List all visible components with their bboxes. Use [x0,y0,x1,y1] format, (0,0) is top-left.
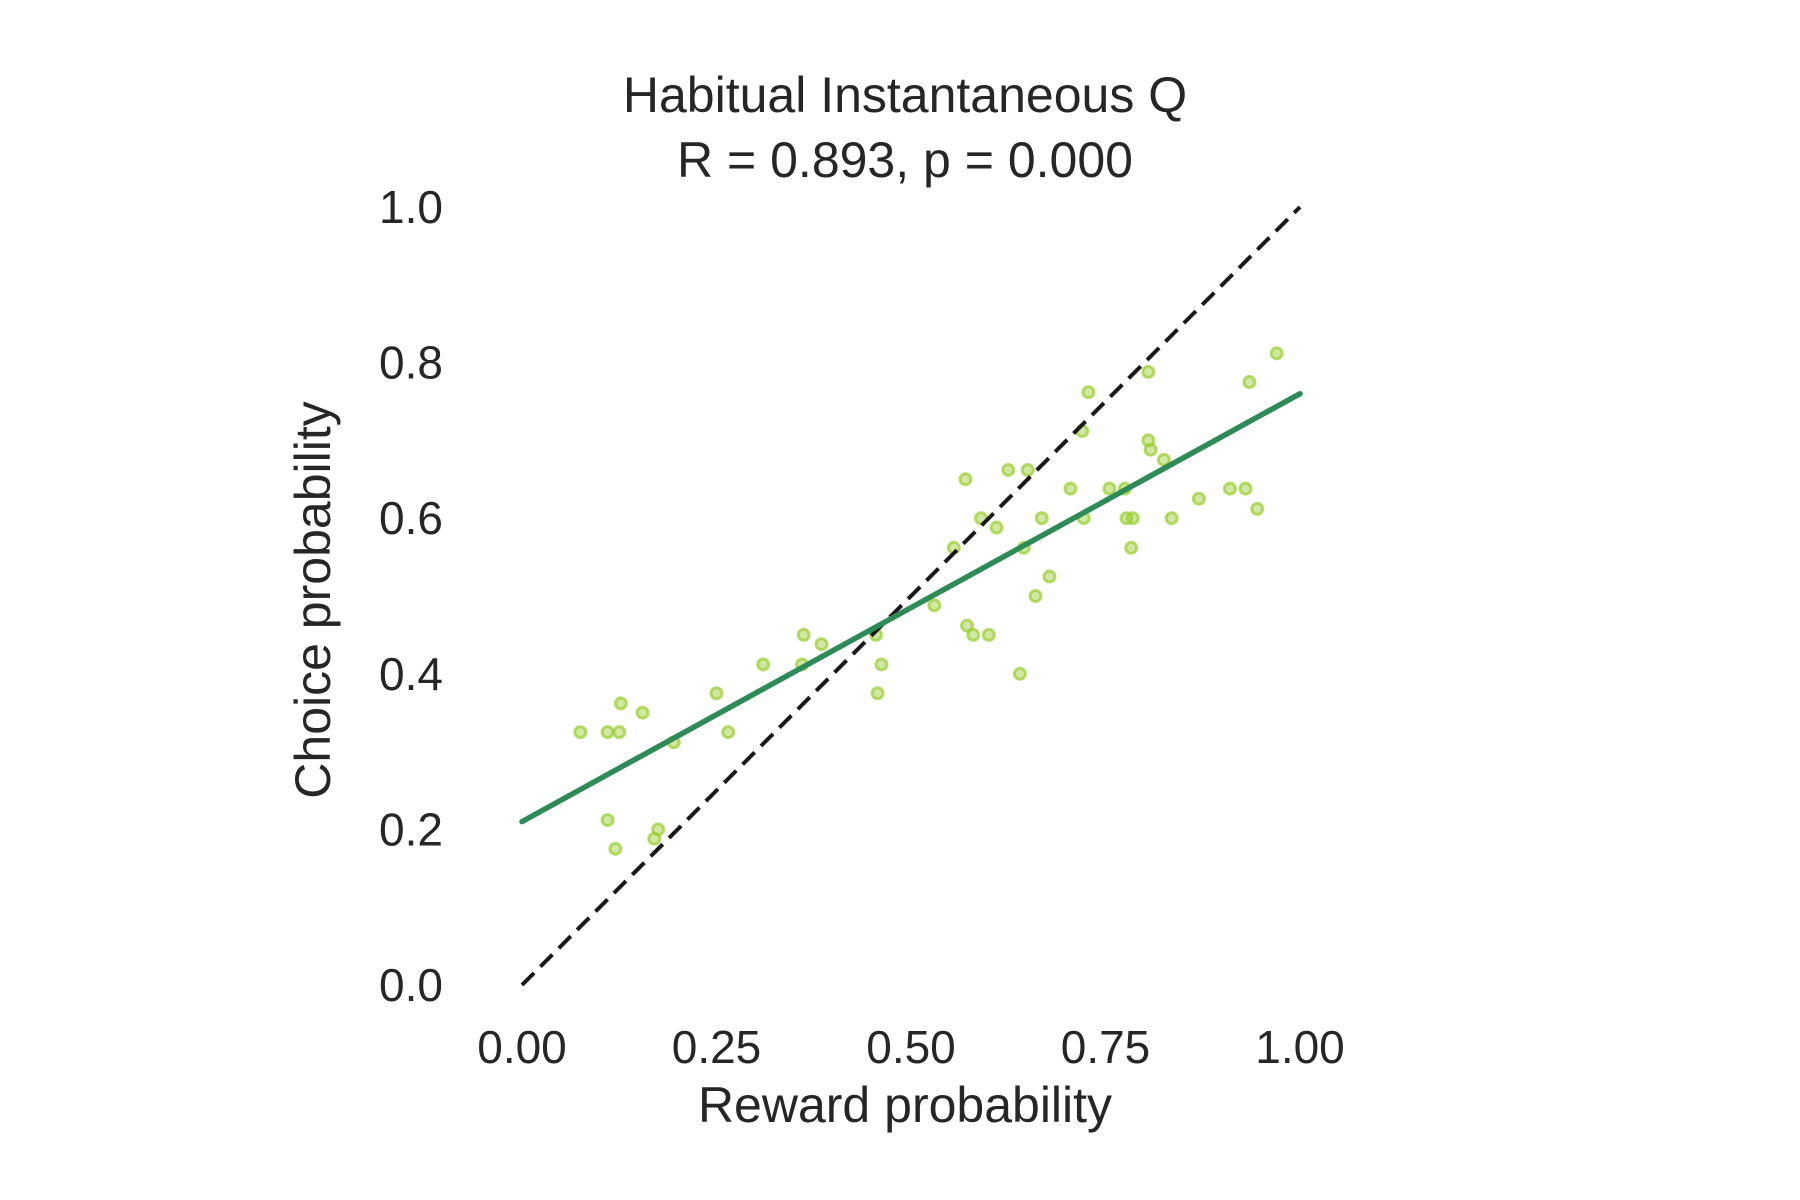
y-tick-label: 0.2 [379,803,443,855]
scatter-point [1124,540,1139,555]
plot-area [519,205,1303,987]
scatter-point [1164,511,1179,526]
y-tick-label: 0.6 [379,492,443,544]
scatter-point [1081,385,1096,400]
scatter-point [635,705,650,720]
scatter-point [960,618,975,633]
scatter-point [573,725,588,740]
scatter-point [1012,666,1027,681]
scatter-point [1141,364,1156,379]
scatter-point [927,598,942,613]
scatter-point [1242,375,1257,390]
y-tick-label: 1.0 [379,181,443,233]
scatter-point [1143,442,1158,457]
scatter-point [1001,462,1016,477]
scatter-point [1156,452,1171,467]
scatter-point [870,686,885,701]
scatter-point [651,822,666,837]
scatter-point [1125,511,1140,526]
y-axis-ticks: 0.0 0.2 0.4 0.6 0.8 1.0 [379,181,443,1011]
x-axis-ticks: 0.00 0.25 0.50 0.75 1.00 [477,1021,1345,1073]
scatter-point [612,725,627,740]
scatter-point [1034,511,1049,526]
scatter-point [966,627,981,642]
scatter-point [1269,346,1284,361]
y-tick-label: 0.4 [379,648,443,700]
x-tick-label: 1.00 [1255,1021,1345,1073]
scatter-point [1222,481,1237,496]
scatter-point [1250,501,1265,516]
x-tick-label: 0.25 [672,1021,762,1073]
scatter-point [1042,569,1057,584]
scatter-point [600,813,615,828]
regression-line [519,390,1303,825]
x-tick-label: 0.75 [1061,1021,1151,1073]
x-axis-label: Reward probability [698,1077,1112,1133]
scatter-point [1238,481,1253,496]
y-tick-label: 0.8 [379,337,443,389]
scatter-point [796,627,811,642]
scatter-point [874,657,889,672]
scatter-point [814,637,829,652]
identity-line [520,205,1302,987]
scatter-point [981,627,996,642]
x-tick-label: 0.00 [477,1021,567,1073]
scatter-point [1020,462,1035,477]
scatter-point [608,841,623,856]
y-axis-label: Choice probability [285,401,341,798]
scatter-point [1191,491,1206,506]
scatter-point [600,725,615,740]
scatter-point [1028,589,1043,603]
scatter-point [989,520,1004,535]
scatter-point [1063,481,1078,496]
y-tick-label: 0.0 [379,959,443,1011]
scatter-point [613,696,628,711]
chart-subtitle: R = 0.893, p = 0.000 [677,132,1133,188]
scatter-point [958,472,973,487]
x-tick-label: 0.50 [866,1021,956,1073]
chart-title: Habitual Instantaneous Q [623,67,1187,123]
scatter-point [756,657,771,672]
scatter-point [1102,481,1117,496]
scatter-point [709,686,724,701]
scatter-point [721,725,736,740]
